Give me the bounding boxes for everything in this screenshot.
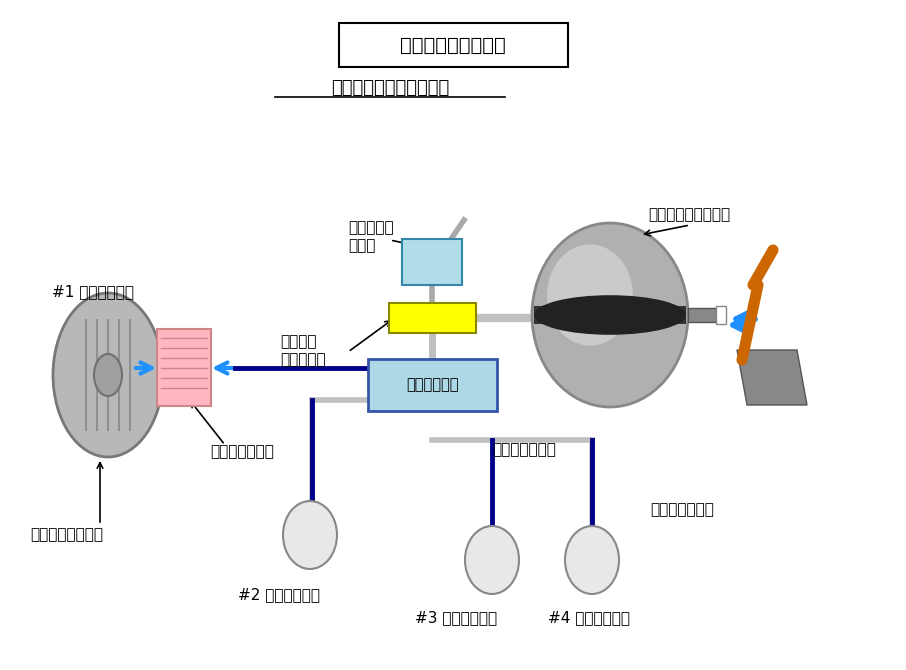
Text: 油圧制御回路: 油圧制御回路: [406, 377, 458, 393]
Text: ブレーキの基本構成: ブレーキの基本構成: [400, 36, 506, 54]
Bar: [688, 308, 716, 322]
Text: ブレーキブースター: ブレーキブースター: [648, 208, 730, 222]
Text: ブレーキホース: ブレーキホース: [650, 502, 714, 517]
Ellipse shape: [465, 526, 519, 594]
FancyBboxPatch shape: [368, 359, 496, 411]
Text: タンク: タンク: [348, 239, 375, 253]
Text: ディスクローター: ディスクローター: [30, 527, 103, 543]
Text: ブレーキライン: ブレーキライン: [492, 442, 556, 458]
Text: #2 ブレーキ装置: #2 ブレーキ装置: [238, 588, 320, 602]
Ellipse shape: [547, 245, 633, 346]
Text: シリンダー: シリンダー: [280, 352, 325, 368]
Ellipse shape: [283, 501, 337, 569]
Ellipse shape: [565, 526, 619, 594]
Ellipse shape: [532, 223, 688, 407]
Text: ディスクブレーキの場合: ディスクブレーキの場合: [331, 79, 449, 97]
Text: #1 ブレーキ装置: #1 ブレーキ装置: [52, 285, 134, 299]
Polygon shape: [737, 350, 807, 405]
FancyBboxPatch shape: [402, 239, 462, 285]
Ellipse shape: [94, 354, 122, 396]
Ellipse shape: [534, 295, 686, 335]
Bar: [716, 306, 726, 324]
FancyBboxPatch shape: [157, 329, 211, 406]
Text: ブレーキパッド: ブレーキパッド: [210, 444, 274, 460]
Text: マスター: マスター: [280, 334, 316, 350]
Ellipse shape: [53, 293, 163, 457]
Bar: [534, 306, 686, 324]
Text: #3 ブレーキ装置: #3 ブレーキ装置: [415, 610, 497, 626]
Text: #4 ブレーキ装置: #4 ブレーキ装置: [548, 610, 630, 626]
FancyBboxPatch shape: [389, 303, 476, 333]
FancyBboxPatch shape: [339, 23, 567, 67]
Text: リザーバー: リザーバー: [348, 220, 393, 235]
